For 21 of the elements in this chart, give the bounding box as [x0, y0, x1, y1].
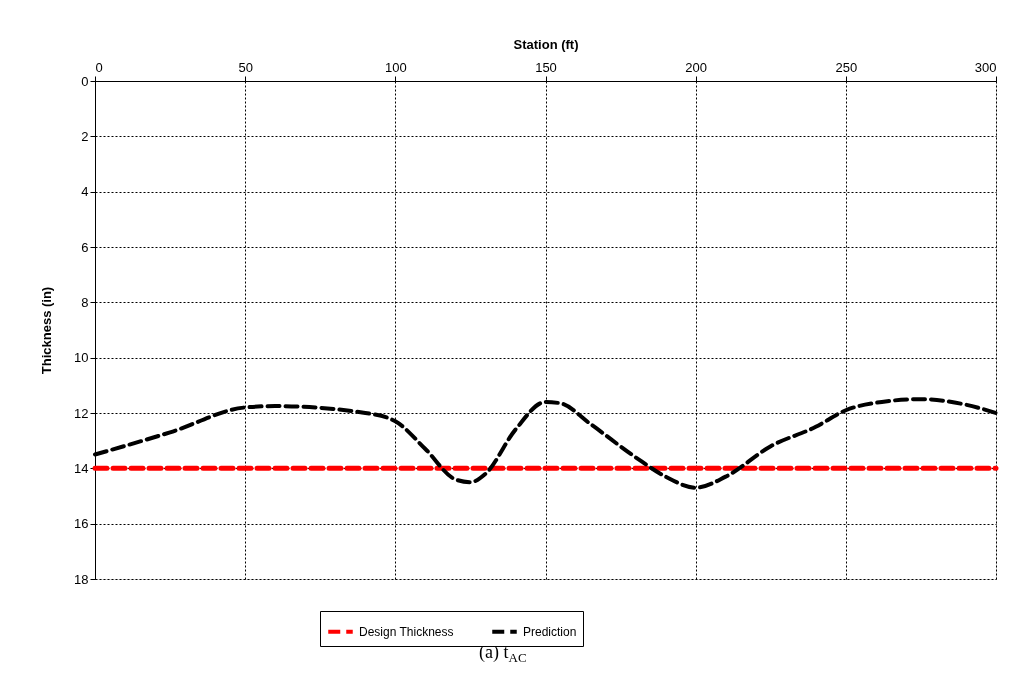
- x-tick-label: 150: [535, 59, 557, 75]
- y-tick-label: 12: [74, 405, 89, 421]
- y-tick-label: 8: [81, 294, 89, 310]
- x-tick-label: 50: [238, 59, 253, 75]
- y-tick-label: 18: [74, 571, 89, 587]
- y-tick-label: 0: [81, 73, 89, 89]
- x-tick-label: 250: [835, 59, 858, 75]
- y-tick-label: 6: [81, 239, 89, 255]
- legend-label: Prediction: [523, 624, 577, 639]
- x-tick-label: 100: [384, 59, 407, 75]
- y-tick-label: 16: [74, 516, 89, 532]
- legend-label: Design Thickness: [359, 624, 454, 639]
- y-tick-label: 4: [81, 184, 89, 200]
- x-tick-label: 200: [685, 59, 708, 75]
- y-tick-label: 10: [74, 350, 89, 366]
- x-tick-label: 300: [974, 59, 997, 75]
- y-tick-label: 14: [74, 460, 89, 476]
- y-axis-title: Thickness (in): [39, 286, 55, 375]
- x-axis-title: Station (ft): [513, 36, 579, 52]
- y-tick-label: 2: [81, 128, 89, 144]
- x-tick-label: 0: [95, 59, 103, 75]
